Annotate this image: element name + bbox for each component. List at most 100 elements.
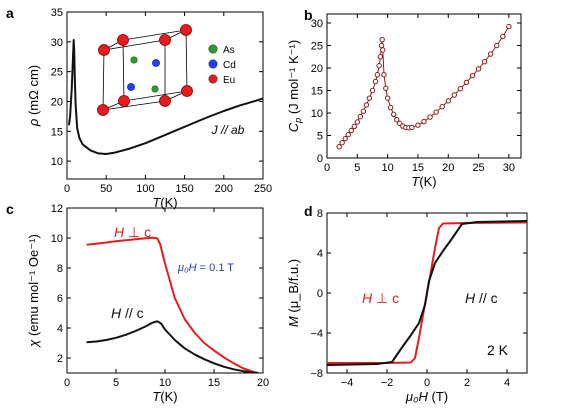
series-label-h-perp-c: H ⊥ c <box>362 290 399 306</box>
y-tick-label: 10 <box>51 156 63 168</box>
data-point <box>495 43 499 47</box>
plot-frame <box>327 14 521 158</box>
cell-edge <box>123 30 186 40</box>
x-tick-label: 0 <box>324 162 330 174</box>
data-point <box>379 43 383 47</box>
data-point <box>380 37 384 41</box>
x-tick-label: 20 <box>257 377 269 389</box>
data-point <box>470 73 474 77</box>
x-tick-label: 5 <box>113 377 119 389</box>
y-tick-label: 4 <box>317 248 323 260</box>
series-label-h-perp-c: H ⊥ c <box>114 224 151 240</box>
x-axis-label: T(K) <box>152 389 177 404</box>
series-line-1 <box>87 321 259 373</box>
y-tick-label: 10 <box>311 108 323 120</box>
data-point <box>501 34 505 38</box>
x-tick-label: −4 <box>341 377 354 389</box>
data-point <box>440 105 444 109</box>
cell-edge <box>103 50 104 110</box>
x-tick-label: 2 <box>464 377 470 389</box>
panel-b: b 0 5 10 15 20 25 30 0 5 10 15 20 25 30 T(K) Cp (J mol⁻¹… <box>286 7 521 189</box>
data-point <box>346 132 350 136</box>
data-point <box>488 52 492 56</box>
x-tick-label: 30 <box>503 162 515 174</box>
atom-eu <box>182 86 193 97</box>
data-point <box>385 96 389 100</box>
data-point <box>337 145 341 149</box>
x-tick-label: −2 <box>381 377 394 389</box>
data-point <box>428 115 432 119</box>
y-axis-label: M (μ_B/f.u.) <box>286 259 301 327</box>
data-point <box>373 79 377 83</box>
x-tick-label: 15 <box>208 377 220 389</box>
y-tick-label: 15 <box>51 126 63 138</box>
data-point <box>464 80 468 84</box>
x-tick-label: 10 <box>159 377 171 389</box>
data-point <box>349 128 353 132</box>
data-point <box>343 136 347 140</box>
legend-label: As <box>223 45 235 56</box>
data-point <box>382 73 386 77</box>
x-tick-label: 15 <box>412 162 424 174</box>
legend-marker <box>209 45 217 53</box>
y-tick-label: 0 <box>317 288 323 300</box>
x-tick-label: 10 <box>382 162 394 174</box>
y-tick-label: −4 <box>310 328 323 340</box>
x-tick-label: 4 <box>504 377 510 389</box>
data-point <box>367 96 371 100</box>
data-point <box>452 93 456 97</box>
panel-d: d −4 −2 0 2 4 −8 −4 0 4 8 μ₀H (T) M (μ_B/f.u.) H ⊥ c H… <box>286 203 527 404</box>
y-axis-label: ρ (mΩ cm) <box>26 65 41 127</box>
x-tick-label: 0 <box>424 377 430 389</box>
data-point <box>352 124 356 128</box>
atom-eu <box>118 35 129 46</box>
plot-frame <box>67 208 263 373</box>
y-tick-label: 30 <box>51 37 63 49</box>
atom-as <box>131 57 137 63</box>
y-tick-label: 10 <box>51 233 63 245</box>
x-axis-label: T(K) <box>411 174 436 189</box>
y-axis-label: χ (emu mol⁻¹ Oe⁻¹) <box>26 234 41 348</box>
atom-eu <box>98 105 109 116</box>
panel-letter: c <box>6 201 14 217</box>
x-tick-label: 50 <box>100 183 112 195</box>
annotation-2k: 2 K <box>487 342 509 358</box>
data-point <box>378 55 382 59</box>
atom-eu <box>99 45 110 56</box>
atom-eu <box>160 35 171 46</box>
x-tick-label: 0 <box>64 183 70 195</box>
panel-c: c 0 5 10 15 20 2 4 6 8 10 12 T(K) χ (emu mol⁻¹ Oe⁻¹) H… <box>6 201 269 404</box>
cell-edge <box>124 91 187 101</box>
x-tick-label: 20 <box>442 162 454 174</box>
y-axis-label: Cp (J mol⁻¹ K⁻¹) <box>286 40 303 132</box>
y-tick-label: −8 <box>310 368 323 380</box>
x-tick-label: 250 <box>254 183 272 195</box>
x-tick-label: 5 <box>354 162 360 174</box>
cell-edge <box>123 40 124 101</box>
y-tick-label: 0 <box>317 153 323 165</box>
data-point <box>370 88 374 92</box>
x-tick-label: 25 <box>472 162 484 174</box>
y-tick-label: 15 <box>311 86 323 98</box>
annotation-j-ab: J // ab <box>211 123 245 137</box>
atom-eu <box>119 96 130 107</box>
atom-eu <box>160 96 171 107</box>
series-label-h-par-c: H // c <box>111 305 144 321</box>
legend-marker <box>209 60 217 68</box>
data-point <box>355 120 359 124</box>
panel-a: a 0 50 100 150 200 250 10 15 20 25 30 35 T(K) ρ (mΩ cm… <box>6 5 272 210</box>
y-tick-label: 5 <box>317 131 323 143</box>
y-tick-label: 25 <box>311 41 323 53</box>
legend-marker <box>209 75 217 83</box>
panel-letter: a <box>6 5 14 21</box>
cell-edge <box>103 101 165 110</box>
x-tick-label: 200 <box>215 183 233 195</box>
atom-eu <box>181 25 192 36</box>
panel-letter: d <box>304 203 313 219</box>
data-point <box>446 99 450 103</box>
y-tick-label: 20 <box>311 63 323 75</box>
x-tick-label: 150 <box>175 183 193 195</box>
data-point <box>476 67 480 71</box>
x-tick-label: 0 <box>64 377 70 389</box>
